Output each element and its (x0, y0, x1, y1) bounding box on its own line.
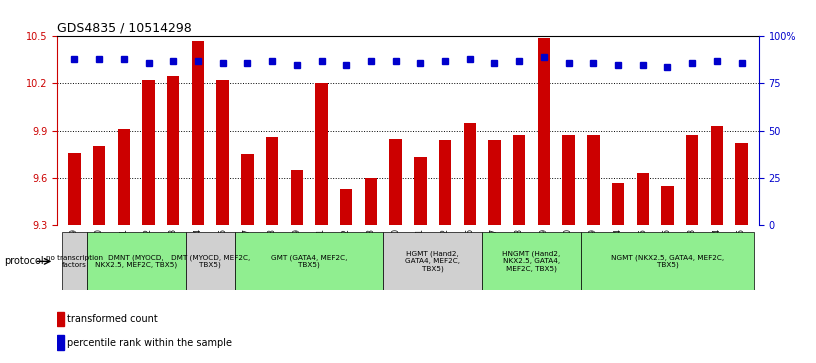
Bar (389, 139, 401, 225)
Bar (538, 38, 550, 225)
Bar (463, 123, 476, 225)
Bar (439, 140, 451, 225)
Bar (365, 178, 377, 225)
Bar (661, 186, 674, 225)
Bar (384, 232, 482, 290)
Bar (266, 137, 278, 225)
Bar (216, 80, 228, 225)
Text: NGMT (NKX2.5, GATA4, MEF2C,
TBX5): NGMT (NKX2.5, GATA4, MEF2C, TBX5) (611, 254, 724, 268)
Bar (340, 189, 353, 225)
Bar (93, 146, 105, 225)
Bar (118, 129, 130, 225)
Bar (86, 232, 185, 290)
Text: percentile rank within the sample: percentile rank within the sample (67, 338, 233, 347)
Text: DMT (MYOCD, MEF2C,
TBX5): DMT (MYOCD, MEF2C, TBX5) (171, 254, 250, 268)
Bar (290, 170, 303, 225)
Bar (488, 140, 501, 225)
Bar (513, 135, 526, 225)
Bar (185, 232, 235, 290)
Bar (581, 232, 754, 290)
Bar (588, 135, 600, 225)
Text: HGMT (Hand2,
GATA4, MEF2C,
TBX5): HGMT (Hand2, GATA4, MEF2C, TBX5) (406, 251, 460, 272)
Text: HNGMT (Hand2,
NKX2.5, GATA4,
MEF2C, TBX5): HNGMT (Hand2, NKX2.5, GATA4, MEF2C, TBX5… (503, 251, 561, 272)
Text: GDS4835 / 10514298: GDS4835 / 10514298 (57, 22, 192, 35)
Bar (612, 183, 624, 225)
Text: DMNT (MYOCD,
NKX2.5, MEF2C, TBX5): DMNT (MYOCD, NKX2.5, MEF2C, TBX5) (95, 254, 177, 268)
Text: protocol: protocol (4, 256, 44, 266)
Bar (242, 154, 254, 225)
Bar (167, 76, 180, 225)
Bar (562, 135, 574, 225)
Bar (735, 143, 747, 225)
Bar (315, 83, 328, 225)
Bar (636, 173, 649, 225)
Bar (57, 335, 64, 350)
Bar (192, 41, 204, 225)
Bar (69, 153, 81, 225)
Text: GMT (GATA4, MEF2C,
TBX5): GMT (GATA4, MEF2C, TBX5) (271, 254, 348, 268)
Text: no transcription
factors: no transcription factors (46, 255, 103, 268)
Bar (482, 232, 581, 290)
Bar (415, 158, 427, 225)
Bar (686, 135, 698, 225)
Bar (142, 80, 155, 225)
Bar (57, 312, 64, 326)
Bar (62, 232, 86, 290)
Text: transformed count: transformed count (67, 314, 158, 324)
Bar (235, 232, 384, 290)
Bar (711, 126, 723, 225)
